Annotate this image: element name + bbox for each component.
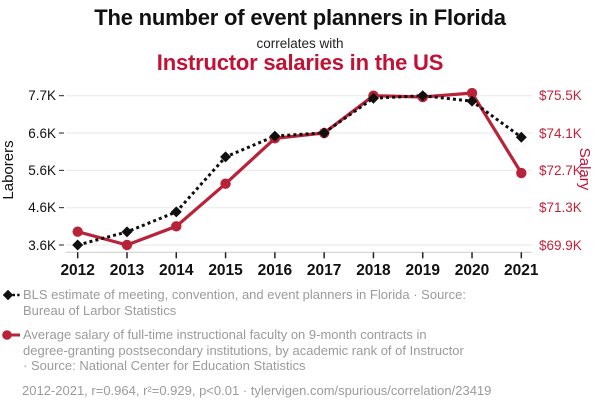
left-axis-tick-label: 3.6K bbox=[28, 237, 56, 253]
left-axis-tick-label: 4.6K bbox=[28, 200, 56, 216]
laborers-data-point bbox=[367, 92, 379, 104]
legend-item-laborers: BLS estimate of meeting, convention, and… bbox=[2, 287, 594, 318]
legend-salary-line1: Average salary of full-time instructiona… bbox=[23, 327, 427, 342]
left-axis-tick-label: 5.6K bbox=[28, 162, 56, 178]
left-axis-tick-label: 6.6K bbox=[28, 125, 56, 141]
chart-title-connector: correlates with bbox=[256, 36, 344, 51]
legend-laborers-line2: Bureau of Larbor Statistics bbox=[23, 302, 177, 318]
salary-data-point bbox=[121, 239, 133, 251]
laborers-data-point bbox=[269, 130, 281, 142]
series-laborers-line bbox=[77, 94, 523, 247]
legend-text-salary: Average salary of full-time instructiona… bbox=[23, 327, 464, 374]
x-axis-year-label: 2013 bbox=[109, 262, 145, 279]
left-axis-tick-label: 7.7K bbox=[28, 88, 56, 104]
salary-data-point bbox=[171, 221, 182, 232]
x-axis-year-label: 2020 bbox=[454, 262, 490, 279]
legend-item-salary: Average salary of full-time instructiona… bbox=[2, 327, 594, 374]
laborers-data-point bbox=[515, 131, 527, 143]
x-axis-year-label: 2018 bbox=[356, 262, 391, 279]
legend-salary-line3: · Source: National Center for Education … bbox=[23, 358, 306, 373]
laborers-data-point bbox=[466, 95, 478, 107]
right-axis-tick-label: $71.3K bbox=[539, 200, 582, 216]
stats-footer: 2012-2021, r=0.964, r²=0.929, p<0.01 · t… bbox=[22, 382, 492, 398]
x-axis-year-label: 2017 bbox=[306, 262, 342, 279]
right-axis-tick-label: $74.1K bbox=[539, 125, 582, 141]
x-axis-year-label: 2014 bbox=[159, 262, 194, 279]
legend-salary-line2: degree-granting postsecondary institutio… bbox=[23, 342, 464, 358]
x-axis-year-label: 2015 bbox=[208, 262, 243, 279]
x-axis-year-label: 2021 bbox=[504, 262, 539, 279]
series-salary-line bbox=[77, 91, 523, 247]
chart-title-line1: The number of event planners in Florida bbox=[94, 5, 506, 30]
right-axis-tick-label: $72.7K bbox=[539, 162, 582, 178]
salary-data-point bbox=[220, 178, 231, 189]
laborers-data-point bbox=[121, 226, 133, 238]
salary-data-point bbox=[72, 226, 83, 237]
salary-data-point bbox=[516, 167, 527, 179]
salary-data-point bbox=[466, 87, 478, 99]
x-axis-year-label: 2012 bbox=[60, 262, 95, 279]
laborers-data-point bbox=[170, 206, 182, 218]
x-axis-year-label: 2016 bbox=[257, 262, 293, 279]
laborers-data-point bbox=[318, 127, 330, 139]
chart-title-line2: Instructor salaries in the US bbox=[156, 50, 444, 75]
plot-area bbox=[59, 87, 532, 259]
legend: BLS estimate of meeting, convention, and… bbox=[2, 287, 594, 398]
laborers-data-point bbox=[417, 90, 429, 102]
right-axis-tick-label: $75.5K bbox=[539, 88, 582, 104]
legend-laborers-line1: BLS estimate of meeting, convention, and… bbox=[23, 287, 466, 302]
legend-text-laborers: BLS estimate of meeting, convention, and… bbox=[23, 287, 466, 318]
right-axis-tick-label: $69.9K bbox=[539, 237, 582, 253]
circle-solid-line-icon bbox=[2, 330, 20, 340]
laborers-data-point bbox=[220, 151, 232, 163]
diamond-dashed-line-icon bbox=[2, 289, 20, 301]
x-axis-year-label: 2019 bbox=[405, 262, 440, 279]
laborers-data-point bbox=[72, 239, 84, 251]
